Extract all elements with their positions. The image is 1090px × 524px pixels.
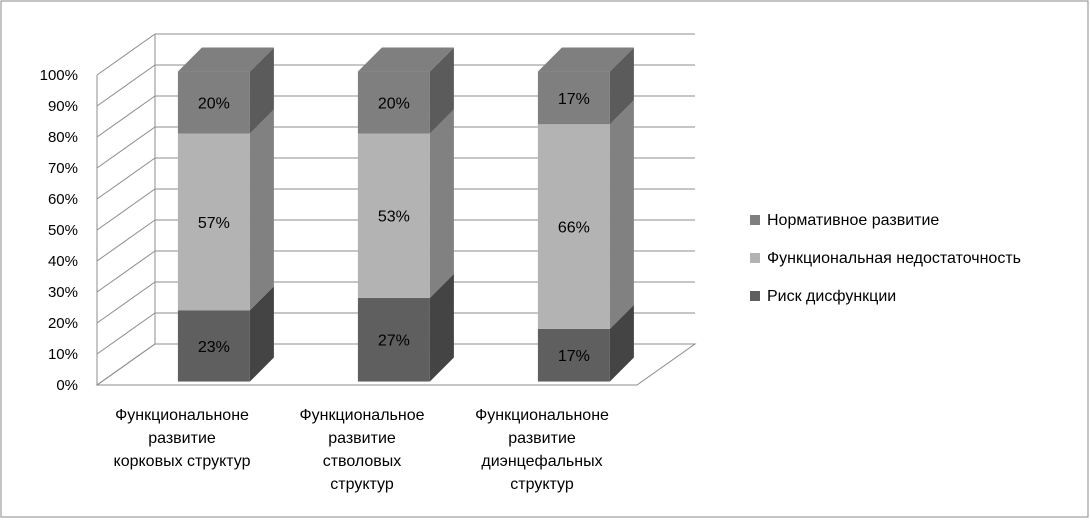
data-label: 27%	[378, 333, 410, 350]
data-label: 17%	[558, 91, 590, 108]
y-tick-label: 100%	[40, 67, 78, 84]
y-tick-label: 0%	[56, 377, 78, 394]
gridline-side	[96, 312, 156, 355]
legend-swatch	[750, 253, 760, 263]
bar-front	[357, 133, 430, 298]
bar-front	[357, 71, 430, 134]
legend-swatch	[750, 291, 760, 301]
bar-top	[177, 47, 274, 72]
x-category-label-line: развитие	[148, 430, 216, 447]
bar-segment: 20%	[357, 47, 454, 134]
x-category-label-line: структур	[330, 476, 394, 493]
x-category-label-line: развитие	[328, 430, 396, 447]
bar-front	[537, 328, 610, 382]
bar-front	[177, 310, 250, 382]
bar-side	[249, 286, 274, 382]
gridline-side	[96, 219, 156, 262]
bar-top	[537, 47, 634, 72]
legend-item: Нормативное развитие	[750, 212, 939, 229]
legend-label: Функциональная недостаточность	[767, 250, 1021, 267]
bar-side	[609, 304, 634, 382]
bar-segment: 57%	[177, 109, 274, 311]
bar-side	[609, 100, 634, 329]
x-category-label-line: структур	[510, 476, 574, 493]
x-category-label-line: Функциональноне	[115, 407, 249, 424]
data-label: 57%	[198, 215, 230, 232]
bar-segment: 17%	[537, 47, 634, 125]
bar-side	[249, 47, 274, 134]
x-category-label-line: развитие	[508, 430, 576, 447]
data-label: 53%	[378, 209, 410, 226]
x-category-label-line: корковых структур	[114, 453, 251, 470]
gridline-side	[96, 250, 156, 293]
bar-front	[177, 133, 250, 311]
legend-label: Нормативное развитие	[767, 212, 939, 229]
gridline-side	[96, 157, 156, 200]
bar-top	[357, 47, 454, 72]
bars: 23% 57% 20% 27% 53% 20% 17% 66% 17%	[177, 47, 634, 382]
data-label: 20%	[198, 96, 230, 113]
bar-segment: 27%	[357, 273, 454, 382]
legend-item: Функциональная недостаточность	[750, 250, 1021, 267]
y-tick-labels: 0% 10% 20% 30% 40% 50% 60% 70% 80% 90% 100%	[40, 67, 78, 394]
data-label: 23%	[198, 339, 230, 356]
gridline-side	[96, 64, 156, 107]
x-category-label: Функциональноне развитие диэнцефальных стру…	[475, 407, 609, 493]
bar-side	[249, 109, 274, 311]
bar-front	[177, 71, 250, 134]
bar-segment: 66%	[537, 100, 634, 329]
bar-side	[429, 47, 454, 134]
x-category-label-line: Функциональное	[299, 407, 424, 424]
x-category-labels: Функциональноне развитие корковых структур…	[114, 407, 610, 493]
bar-side	[609, 47, 634, 125]
y-tick-label: 60%	[48, 191, 78, 208]
x-category-label-line: стволовых	[323, 453, 402, 470]
legend-swatch	[750, 215, 760, 225]
bar-segment: 20%	[177, 47, 274, 134]
x-category-label: Функциональноне развитие корковых структур	[114, 407, 251, 470]
y-tick-label: 50%	[48, 222, 78, 239]
y-tick-label: 80%	[48, 129, 78, 146]
bar-segment: 17%	[537, 304, 634, 382]
y-tick-label: 20%	[48, 315, 78, 332]
data-label: 66%	[558, 220, 590, 237]
gridline-side	[96, 188, 156, 231]
bar-front	[537, 124, 610, 329]
bar-front	[537, 71, 610, 125]
gridline-side	[96, 95, 156, 138]
gridline-side	[96, 33, 156, 76]
bar-segment: 23%	[177, 286, 274, 382]
legend-item: Риск дисфункции	[750, 288, 896, 305]
y-tick-label: 40%	[48, 253, 78, 270]
bar-side	[429, 109, 454, 298]
legend: Нормативное развитие Функциональная недос…	[750, 212, 1021, 305]
y-tick-label: 30%	[48, 284, 78, 301]
data-label: 17%	[558, 348, 590, 365]
x-category-label: Функциональное развитие стволовых структур	[299, 407, 424, 493]
x-category-label-line: диэнцефальных	[481, 453, 602, 470]
x-category-label-line: Функциональноне	[475, 407, 609, 424]
y-tick-label: 70%	[48, 160, 78, 177]
bar-side	[429, 273, 454, 382]
y-tick-label: 10%	[48, 346, 78, 363]
data-label: 20%	[378, 96, 410, 113]
y-tick-label: 90%	[48, 98, 78, 115]
bar-front	[357, 297, 430, 382]
bar-segment: 53%	[357, 109, 454, 298]
gridline-side	[96, 281, 156, 324]
floor	[95, 343, 697, 386]
gridline-side	[96, 126, 156, 169]
legend-label: Риск дисфункции	[767, 288, 896, 305]
